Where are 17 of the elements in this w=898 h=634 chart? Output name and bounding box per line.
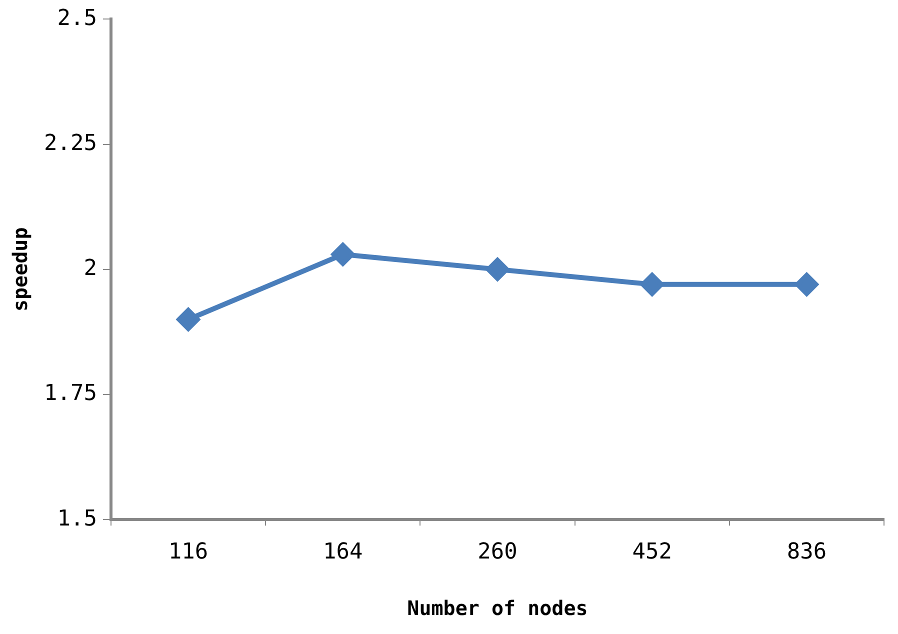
x-tick-label: 116 [168,540,208,565]
point [486,258,509,281]
x-tick-label: 260 [478,540,518,565]
x-axis-title: Number of nodes [407,596,588,620]
y-axis-title: speedup [8,227,32,312]
y-tick-label: 1.5 [57,506,97,532]
y-tick-label: 2.25 [44,131,97,156]
point [176,308,200,331]
point [331,242,354,266]
x-tick-label: 836 [786,540,827,565]
x-tick-label: 452 [632,540,672,565]
point [640,272,664,296]
y-tick-label: 1.75 [44,381,97,406]
x-tick-label: 164 [323,540,363,565]
y-tick-label: 2.5 [57,6,97,31]
y-tick-label: 2 [84,256,97,282]
point [795,272,818,296]
